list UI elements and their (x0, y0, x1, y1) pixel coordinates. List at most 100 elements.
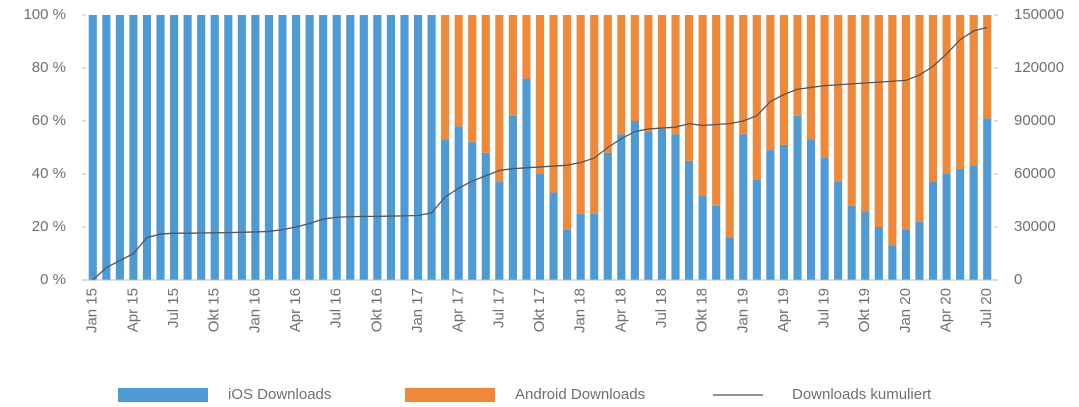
y2-tick-label: 90000 (1014, 112, 1056, 129)
bar-segment (956, 168, 965, 280)
bar-segment (685, 15, 694, 161)
bar-segment (264, 15, 274, 280)
bar-segment (563, 15, 572, 230)
bar-segment (454, 15, 463, 127)
legend-label: Downloads kumuliert (792, 386, 932, 403)
x-tick-label: Apr 16 (287, 288, 304, 332)
bar-segment (834, 15, 843, 182)
bar-segment (806, 15, 816, 140)
bar-segment (495, 181, 504, 280)
cumulative-line (92, 26, 988, 281)
bar-segment (847, 15, 856, 206)
bar-segment (603, 15, 612, 153)
bar-segment (495, 15, 504, 182)
bar-segment (983, 118, 992, 280)
x-tick-label: Apr 20 (938, 288, 955, 332)
x-tick-label: Jul 18 (653, 288, 670, 328)
bar-segment (956, 15, 965, 169)
bar-segment (115, 15, 124, 280)
x-tick-label: Jul 15 (165, 288, 182, 328)
bar-segment (739, 134, 748, 280)
bar-segment (834, 181, 843, 280)
bar-segment (346, 15, 355, 280)
bar-segment (617, 15, 626, 135)
x-tick-label: Jan 19 (734, 288, 751, 333)
bar-segment (983, 15, 992, 119)
bar-segment (752, 179, 761, 280)
bar-segment (183, 15, 192, 280)
bar-segment (739, 15, 748, 135)
bar-segment (427, 15, 436, 280)
bar-segment (563, 229, 572, 280)
y-tick-label: 0 % (40, 271, 66, 288)
bar-segment (291, 15, 301, 280)
bar-segment (454, 126, 463, 280)
x-tick-label: Jan 20 (897, 288, 914, 333)
bar-segment (319, 15, 328, 280)
bar-segment (603, 152, 612, 280)
bar-segment (129, 15, 138, 280)
bar-segment (522, 15, 531, 79)
bar-segment (874, 227, 883, 280)
bar-segment (590, 15, 599, 214)
bar-segment (278, 15, 287, 280)
x-tick-label: Apr 15 (124, 288, 141, 332)
bar-segment (685, 160, 694, 280)
bar-segment (224, 15, 233, 280)
x-tick-label: Jul 17 (490, 288, 507, 328)
bar-segment (630, 15, 639, 121)
bar-segment (928, 15, 938, 182)
bar-segment (359, 15, 368, 280)
bar-segment (197, 15, 206, 280)
bar-segment (766, 150, 775, 280)
bar-segment (617, 134, 626, 280)
bar-segment (481, 152, 490, 280)
bar-segment (942, 174, 951, 280)
bar-segment (915, 15, 924, 222)
bar-segment (237, 15, 246, 280)
x-tick-label: Okt 18 (694, 288, 711, 332)
bar-segment (793, 115, 802, 280)
bar-segment (874, 15, 883, 227)
bar-segment (901, 15, 910, 230)
x-tick-label: Jan 18 (572, 288, 589, 333)
bar-segment (481, 15, 490, 153)
bar-segment (508, 15, 517, 116)
x-tick-label: Apr 19 (775, 288, 792, 332)
bar-segment (251, 15, 260, 280)
x-tick-label: Okt 15 (206, 288, 223, 332)
bar-segment (725, 237, 734, 280)
bar-segment (508, 115, 517, 280)
bar-segment (820, 158, 829, 280)
bar-segment (305, 15, 314, 280)
y2-tick-label: 120000 (1014, 59, 1064, 76)
x-tick-label: Jan 15 (84, 288, 101, 333)
x-tick-label: Apr 18 (612, 288, 629, 332)
bar-segment (928, 181, 938, 280)
bar-segment (142, 15, 152, 280)
bar-segment (725, 15, 734, 238)
x-tick-label: Jan 16 (246, 288, 263, 333)
y2-tick-label: 150000 (1014, 6, 1064, 23)
x-tick-label: Jul 20 (978, 288, 995, 328)
bar-segment (522, 78, 531, 280)
bar-segment (88, 15, 97, 280)
bar-segment (441, 15, 450, 140)
legend-label: Android Downloads (515, 386, 645, 403)
x-tick-label: Jul 19 (816, 288, 833, 328)
bar-segment (915, 221, 924, 280)
y2-tick-label: 60000 (1014, 165, 1056, 182)
bar-segment (549, 15, 558, 193)
bar-segment (969, 166, 978, 280)
bar-segment (373, 15, 382, 280)
bar-segment (888, 245, 897, 280)
bar-segment (820, 15, 829, 159)
bar-segment (576, 213, 585, 280)
bar-segment (698, 15, 707, 196)
bar-segment (942, 15, 951, 174)
bar-segment (210, 15, 219, 280)
bar-segment (779, 144, 789, 280)
bar-segment (752, 15, 761, 180)
bar-segment (888, 15, 897, 246)
bar-segment (576, 15, 585, 214)
